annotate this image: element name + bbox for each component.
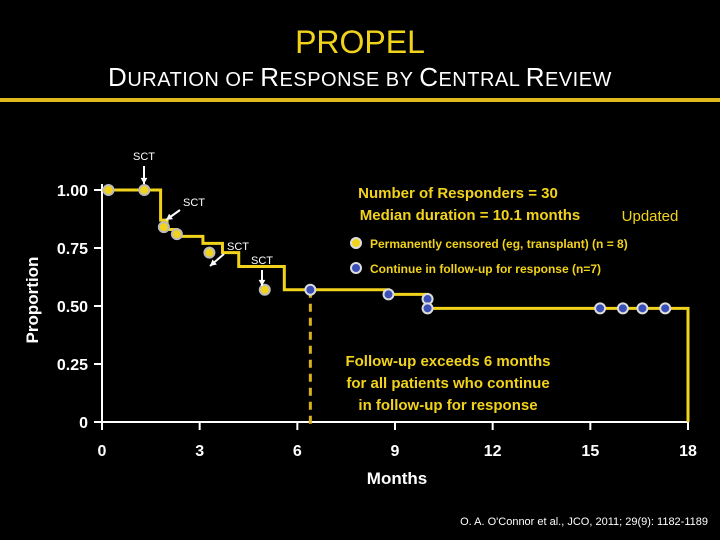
title-divider xyxy=(0,98,720,102)
sct-arrowhead xyxy=(166,213,173,220)
followup-note-line: in follow-up for response xyxy=(358,397,537,414)
censor-marker-permanent xyxy=(203,246,216,259)
censor-marker-permanent xyxy=(157,221,170,234)
x-tick-label: 9 xyxy=(391,443,400,460)
km-chart: 0 0.25 0.50 0.75 1.00 0 3 6 9 12 15 18 Months Proport… xyxy=(23,151,697,488)
y-tick-label: 0.75 xyxy=(57,241,88,258)
sct-label: SCT xyxy=(227,241,249,253)
x-tick-label: 6 xyxy=(293,443,302,460)
annotations: Number of Responders = 30 Median duration… xyxy=(133,151,678,414)
y-tick-label: 0 xyxy=(79,415,88,432)
sct-arrowhead xyxy=(210,259,217,266)
censor-marker-permanent xyxy=(102,184,115,196)
censor-marker-followup xyxy=(304,283,317,296)
y-tick-label: 0.50 xyxy=(57,299,88,316)
x-axis-label: Months xyxy=(367,469,427,488)
followup-note-line: for all patients who continue xyxy=(346,375,549,392)
censor-markers xyxy=(102,184,672,315)
censor-marker-permanent xyxy=(258,283,271,296)
x-tick-label: 0 xyxy=(98,443,107,460)
chart-title: PROPEL xyxy=(295,24,425,60)
citation: O. A. O'Connor et al., JCO, 2011; 29(9):… xyxy=(460,516,708,528)
y-axis-label: Proportion xyxy=(23,257,42,344)
x-tick-label: 12 xyxy=(484,443,502,460)
sct-label: SCT xyxy=(251,255,273,267)
censor-marker-followup xyxy=(594,302,607,315)
updated-label: Updated xyxy=(622,208,679,225)
median-label: Median duration = 10.1 months xyxy=(360,207,580,224)
censor-marker-followup xyxy=(636,302,649,315)
censor-marker-followup xyxy=(382,288,395,301)
x-tick-label: 18 xyxy=(679,443,697,460)
legend-marker xyxy=(350,262,362,274)
chart-subtitle: DURATION OF RESPONSE BY CENTRAL REVIEW xyxy=(108,62,612,92)
censor-marker-permanent xyxy=(138,184,151,196)
sct-label: SCT xyxy=(133,151,155,163)
y-tick-label: 0.25 xyxy=(57,357,88,374)
y-tick-label: 1.00 xyxy=(57,183,88,200)
censor-marker-followup xyxy=(616,302,629,315)
responders-label: Number of Responders = 30 xyxy=(358,185,558,202)
censor-marker-followup xyxy=(659,302,672,315)
censor-marker-followup xyxy=(421,302,434,315)
sct-label: SCT xyxy=(183,197,205,209)
legend-marker xyxy=(350,237,362,249)
followup-note-line: Follow-up exceeds 6 months xyxy=(345,353,550,370)
sct-arrowhead xyxy=(258,279,266,286)
censor-marker-permanent xyxy=(170,228,183,241)
x-tick-label: 15 xyxy=(581,443,599,460)
x-tick-label: 3 xyxy=(195,443,204,460)
legend-label: Continue in follow-up for response (n=7) xyxy=(370,262,601,276)
sct-arrowhead xyxy=(140,177,148,184)
axes: 0 0.25 0.50 0.75 1.00 0 3 6 9 12 15 18 Months Proport… xyxy=(23,183,697,488)
legend-label: Permanently censored (eg, transplant) (n… xyxy=(370,237,628,251)
